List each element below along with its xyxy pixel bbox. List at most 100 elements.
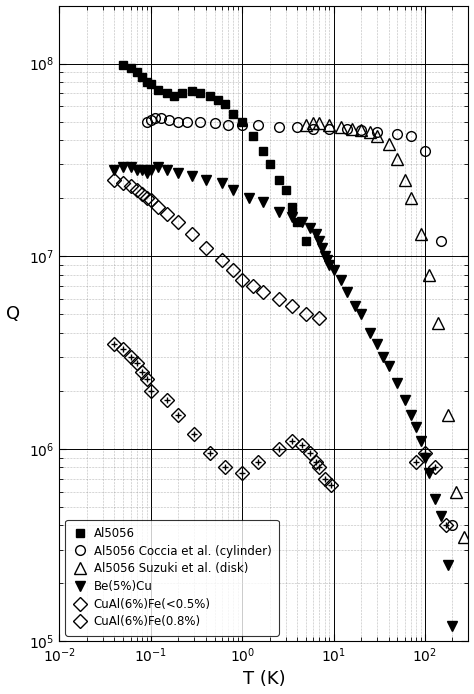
Be(5%)Cu <box>260 198 266 207</box>
CuAl(6%)Fe(0.8%) <box>307 449 313 457</box>
CuAl(6%)Fe(0.8%) <box>164 396 170 404</box>
CuAl(6%)Fe(0.8%) <box>111 340 117 348</box>
Be(5%)Cu <box>386 362 392 370</box>
CuAl(6%)Fe(<0.5%) <box>175 218 181 226</box>
Al5056 Suzuki et al. (disk) <box>310 119 316 128</box>
Al5056 Coccia et al. (cylinder) <box>184 117 190 126</box>
CuAl(6%)Fe(<0.5%) <box>230 266 236 274</box>
Be(5%)Cu <box>307 224 313 232</box>
Y-axis label: Q: Q <box>6 305 20 323</box>
Be(5%)Cu <box>317 237 322 245</box>
Legend: Al5056, Al5056 Coccia et al. (cylinder), Al5056 Suzuki et al. (disk), Be(5%)Cu, : Al5056, Al5056 Coccia et al. (cylinder),… <box>65 520 279 636</box>
CuAl(6%)Fe(0.8%) <box>314 458 319 466</box>
CuAl(6%)Fe(<0.5%) <box>155 203 161 211</box>
Be(5%)Cu <box>408 411 413 419</box>
Al5056 Suzuki et al. (disk) <box>338 123 344 131</box>
CuAl(6%)Fe(<0.5%) <box>111 176 117 184</box>
Al5056 Suzuki et al. (disk) <box>303 121 309 129</box>
Al5056 Coccia et al. (cylinder) <box>374 128 380 137</box>
Be(5%)Cu <box>319 244 325 253</box>
CuAl(6%)Fe(<0.5%) <box>134 186 139 194</box>
Be(5%)Cu <box>413 423 419 431</box>
Be(5%)Cu <box>111 166 117 174</box>
CuAl(6%)Fe(0.8%) <box>322 475 328 483</box>
Al5056 Coccia et al. (cylinder) <box>198 117 203 126</box>
Al5056 <box>239 117 245 126</box>
Al5056 Suzuki et al. (disk) <box>408 194 413 203</box>
Al5056 <box>139 73 145 81</box>
Be(5%)Cu <box>230 186 236 194</box>
Al5056 <box>267 160 273 169</box>
Be(5%)Cu <box>276 208 282 216</box>
Al5056 Suzuki et al. (disk) <box>327 121 332 129</box>
Al5056 <box>198 90 203 98</box>
CuAl(6%)Fe(0.8%) <box>289 437 295 445</box>
CuAl(6%)Fe(0.8%) <box>222 464 228 472</box>
Be(5%)Cu <box>374 340 380 348</box>
Al5056 Coccia et al. (cylinder) <box>239 121 245 129</box>
CuAl(6%)Fe(0.8%) <box>148 387 154 395</box>
CuAl(6%)Fe(0.8%) <box>139 368 145 376</box>
Al5056 <box>164 90 170 98</box>
Be(5%)Cu <box>380 353 386 361</box>
Al5056 Suzuki et al. (disk) <box>435 319 441 327</box>
Be(5%)Cu <box>322 252 328 260</box>
Be(5%)Cu <box>426 468 431 477</box>
Al5056 <box>134 68 139 76</box>
CuAl(6%)Fe(<0.5%) <box>303 310 309 319</box>
CuAl(6%)Fe(0.8%) <box>299 441 305 449</box>
Al5056 <box>283 186 289 194</box>
Al5056 Suzuki et al. (disk) <box>367 128 373 137</box>
Be(5%)Cu <box>449 622 455 630</box>
Al5056 Coccia et al. (cylinder) <box>294 123 300 131</box>
Al5056 <box>208 92 213 100</box>
Be(5%)Cu <box>175 169 181 177</box>
CuAl(6%)Fe(<0.5%) <box>120 179 126 187</box>
Al5056 <box>144 78 149 86</box>
Al5056 Coccia et al. (cylinder) <box>344 124 350 133</box>
Line: Al5056: Al5056 <box>119 61 310 245</box>
Al5056 Coccia et al. (cylinder) <box>148 116 154 124</box>
Al5056 <box>171 92 177 100</box>
Al5056 Coccia et al. (cylinder) <box>449 521 455 530</box>
CuAl(6%)Fe(0.8%) <box>432 464 438 472</box>
Al5056 Coccia et al. (cylinder) <box>327 124 332 133</box>
Be(5%)Cu <box>219 179 225 187</box>
CuAl(6%)Fe(<0.5%) <box>164 210 170 219</box>
CuAl(6%)Fe(<0.5%) <box>250 282 255 290</box>
CuAl(6%)Fe(0.8%) <box>128 353 133 361</box>
Al5056 Coccia et al. (cylinder) <box>175 117 181 126</box>
CuAl(6%)Fe(<0.5%) <box>128 183 133 191</box>
Al5056 Coccia et al. (cylinder) <box>255 121 261 129</box>
Al5056 <box>148 81 154 89</box>
CuAl(6%)Fe(0.8%) <box>144 375 149 383</box>
Be(5%)Cu <box>203 176 209 184</box>
CuAl(6%)Fe(0.8%) <box>413 458 419 466</box>
CuAl(6%)Fe(0.8%) <box>120 345 126 353</box>
Line: Al5056 Coccia et al. (cylinder): Al5056 Coccia et al. (cylinder) <box>142 113 457 530</box>
CuAl(6%)Fe(0.8%) <box>276 445 282 453</box>
Al5056 Coccia et al. (cylinder) <box>276 123 282 131</box>
CuAl(6%)Fe(0.8%) <box>328 481 334 489</box>
CuAl(6%)Fe(<0.5%) <box>144 194 149 203</box>
Al5056 <box>128 64 133 72</box>
Al5056 Coccia et al. (cylinder) <box>394 130 400 138</box>
Al5056 <box>155 85 161 94</box>
Be(5%)Cu <box>148 166 154 174</box>
Al5056 <box>294 218 300 226</box>
CuAl(6%)Fe(0.8%) <box>239 468 245 477</box>
CuAl(6%)Fe(0.8%) <box>443 521 449 530</box>
Be(5%)Cu <box>358 310 364 319</box>
Be(5%)Cu <box>402 396 408 404</box>
CuAl(6%)Fe(<0.5%) <box>139 190 145 198</box>
Al5056 <box>216 95 221 103</box>
Al5056 Coccia et al. (cylinder) <box>422 147 428 155</box>
Al5056 Coccia et al. (cylinder) <box>310 124 316 133</box>
CuAl(6%)Fe(<0.5%) <box>239 276 245 285</box>
Al5056 <box>303 237 309 245</box>
Be(5%)Cu <box>367 329 373 337</box>
CuAl(6%)Fe(<0.5%) <box>219 256 225 264</box>
CuAl(6%)Fe(0.8%) <box>191 430 197 438</box>
Al5056 Suzuki et al. (disk) <box>386 140 392 149</box>
Al5056 Suzuki et al. (disk) <box>394 155 400 163</box>
